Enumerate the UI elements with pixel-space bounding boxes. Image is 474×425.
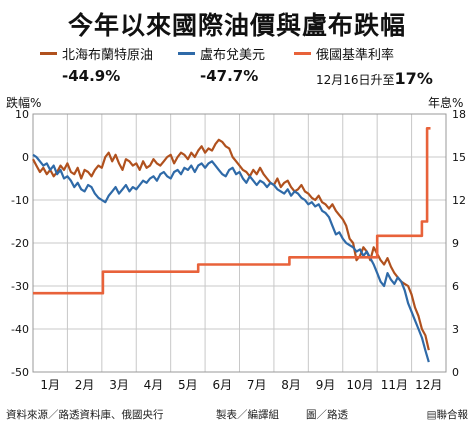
legend-item-brent: 北海布蘭特原油 -44.9%	[40, 44, 153, 85]
series-layer	[32, 127, 431, 363]
x-tick-label: 11月	[381, 378, 408, 392]
legend-swatch-rate	[294, 52, 311, 55]
footer-production: 製表／編譯組	[216, 409, 279, 421]
series-line-rate	[33, 127, 431, 295]
chart-title: 今年以來國際油價與盧布跌幅	[67, 11, 406, 40]
x-tick-label: 7月	[247, 378, 267, 392]
y-tick-label-left: -10	[11, 194, 29, 207]
legend-label-rate: 俄國基準利率	[316, 48, 395, 63]
legend-swatch-ruble	[178, 52, 195, 55]
legend-item-ruble: 盧布兌美元 -47.7%	[178, 44, 265, 85]
footer-photo: 圖／路透	[306, 409, 348, 421]
legend-note-prefix: 12月16日升至	[316, 73, 395, 87]
y-tick-label-right: 18	[452, 108, 466, 121]
x-tick-label: 3月	[109, 378, 129, 392]
y-tick-label-left: -20	[11, 237, 29, 250]
y-tick-label-right: 6	[452, 280, 459, 293]
legend-value-brent: -44.9%	[62, 67, 121, 85]
series-line-ruble	[32, 153, 430, 363]
plot-frame	[32, 113, 447, 373]
y-tick-label-right: 3	[452, 323, 459, 336]
footer: 資料來源／路透資料庫、俄國央行 製表／編譯組 圖／路透 ▤聯合報	[6, 407, 468, 423]
x-tick-label: 12月	[415, 378, 442, 392]
tick-layer: 10 0 -10 -20 -30 -40 -50 18 15 12 9 6 3 0 1月 2月 3月 4月 5月 6月…	[11, 108, 466, 392]
grid-layer	[32, 113, 447, 373]
y-tick-label-left: 0	[22, 151, 29, 164]
legend-swatch-brent	[40, 52, 57, 55]
legend-note-value: 17%	[394, 69, 433, 88]
x-tick-label: 5月	[178, 378, 198, 392]
x-tick-label: 2月	[75, 378, 95, 392]
legend-label-brent: 北海布蘭特原油	[62, 48, 154, 63]
y-tick-label-left: -50	[11, 366, 29, 379]
y-axis-title-right: 年息%	[428, 96, 464, 110]
x-tick-label: 8月	[281, 378, 301, 392]
x-tick-label: 9月	[316, 378, 336, 392]
y-axis-title-left: 跌幅%	[6, 96, 42, 110]
legend-value-ruble: -47.7%	[200, 67, 259, 85]
series-line-brent	[32, 138, 430, 351]
footer-source: 資料來源／路透資料庫、俄國央行	[6, 409, 164, 421]
x-tick-label: 4月	[144, 378, 164, 392]
y-tick-label-left: 10	[15, 108, 29, 121]
x-tick-label: 1月	[40, 378, 60, 392]
y-tick-label-left: -30	[11, 280, 29, 293]
x-tick-label: 6月	[212, 378, 232, 392]
y-tick-label-left: -40	[11, 323, 29, 336]
footer-brand: ▤聯合報	[426, 409, 468, 421]
x-tick-label: 10月	[346, 378, 373, 392]
legend-label-ruble: 盧布兌美元	[200, 48, 266, 63]
y-tick-label-right: 15	[452, 151, 466, 164]
legend-note-rate: 12月16日升至17%	[316, 69, 433, 88]
y-tick-label-right: 12	[452, 194, 466, 207]
y-tick-label-right: 9	[452, 237, 459, 250]
y-tick-label-right: 0	[452, 366, 459, 379]
legend-item-rate: 俄國基準利率 12月16日升至17%	[294, 44, 433, 88]
